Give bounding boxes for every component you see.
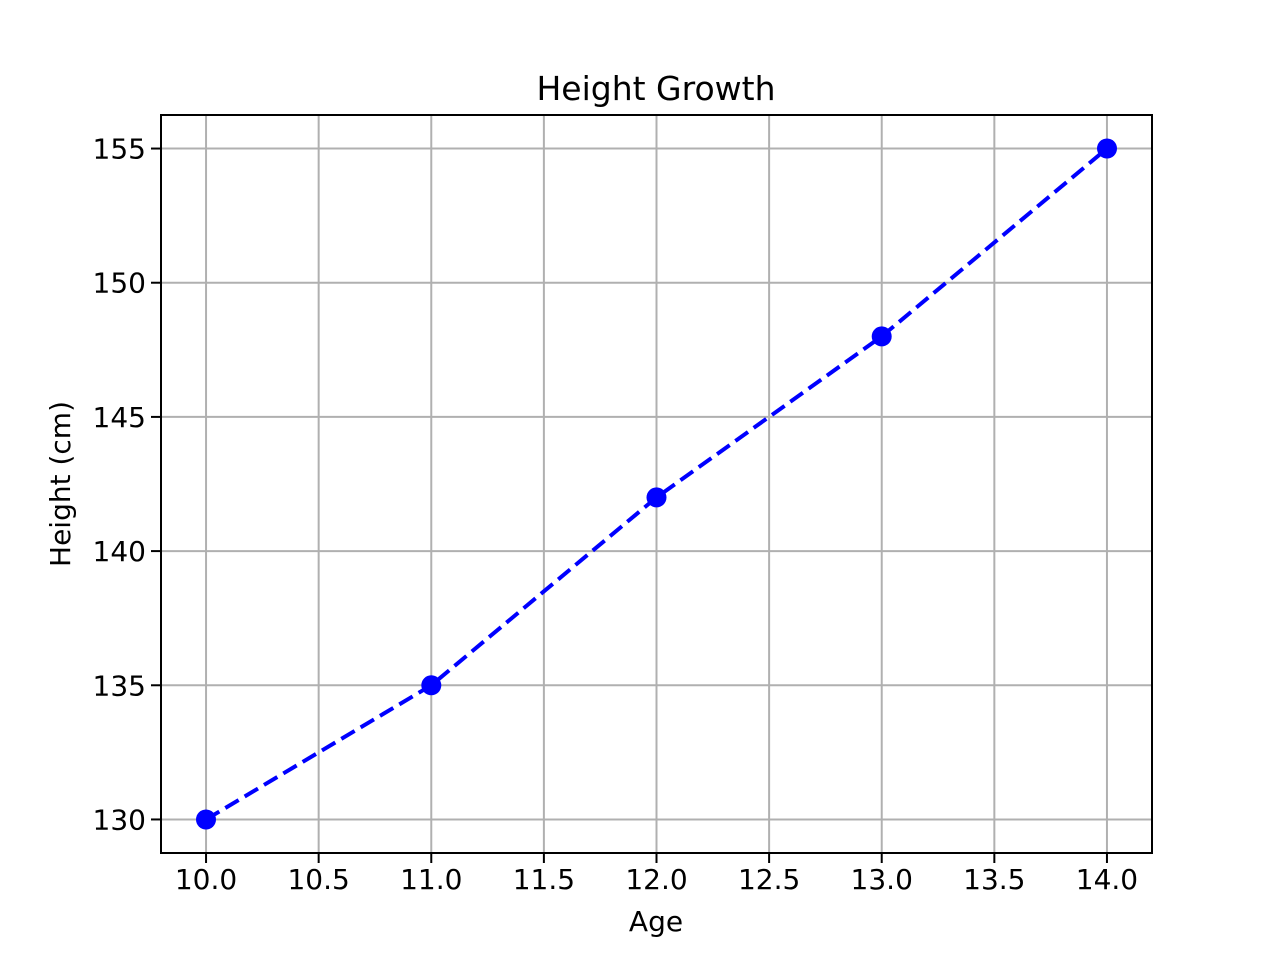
y-tick-label: 130 [93,803,146,836]
x-axis-label: Age [629,905,683,938]
data-point-marker [1097,138,1117,159]
x-tick-label: 12.0 [625,863,687,896]
data-point-marker [646,487,667,508]
x-tick-label: 10.5 [287,863,349,896]
y-tick-label: 145 [93,401,146,434]
tick-layer: 10.0 10.5 11.0 11.5 12.0 12.5 13.0 13.5 14.0 130 1… [93,133,1139,896]
data-point-marker [421,675,442,696]
x-tick-label: 14.0 [1076,863,1138,896]
x-tick-label: 13.0 [851,863,913,896]
plot-border [160,114,1153,854]
y-axis-label: Height (cm) [44,401,77,567]
y-tick-label: 135 [93,669,146,702]
data-point-marker [196,809,216,830]
x-tick-label: 11.5 [513,863,575,896]
chart-title: Height Growth [536,69,775,108]
x-tick-label: 13.5 [963,863,1025,896]
y-tick-label: 150 [93,267,146,300]
x-tick-label: 11.0 [400,863,462,896]
x-tick-label: 12.5 [738,863,800,896]
grid-layer [161,115,1152,853]
y-tick-label: 155 [93,133,146,166]
x-tick-label: 10.0 [175,863,237,896]
series-line [204,146,1109,822]
y-tick-label: 140 [93,535,146,568]
series-layer [196,138,1117,830]
data-point-marker [871,326,892,347]
